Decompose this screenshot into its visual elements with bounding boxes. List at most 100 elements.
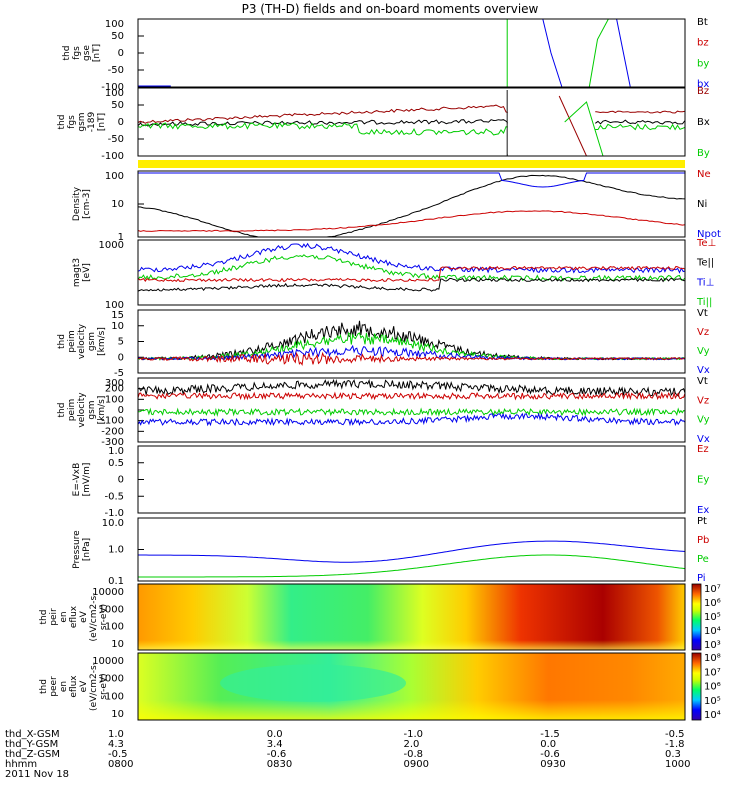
date-label: 2011 Nov 18: [5, 769, 69, 780]
panel-fgs_gse-legend-0: Bt: [697, 17, 708, 28]
xaxis-value-0-0: 1.0: [108, 729, 124, 740]
panel-density-ylabel-0: Density: [72, 186, 82, 221]
panel-peer_spec-ylabel-6: sr-eV): [99, 673, 109, 699]
panel-fgs_gse-legend-1: bz: [697, 38, 709, 49]
panel-peim_velocity-legend-2: Vy: [697, 346, 710, 357]
temp-te-par-line: [137, 277, 686, 292]
panel-pressure-legend-2: Pe: [697, 554, 709, 565]
panel-fgs_gsm-ylabel-4: [nT]: [97, 113, 107, 131]
panel-peer_spec-colorbar-tick-4: 10⁴: [704, 710, 721, 721]
panel-pressure-legend-3: Pi: [697, 573, 706, 584]
panel-fgs_gsm-ylabel-3: -189: [87, 112, 97, 133]
pressure-pe-line: [138, 554, 686, 578]
panel-fgs_gsm-ylabel-1: fgs: [67, 115, 77, 129]
panel-fgs_gsm-ytick-4: -100: [101, 151, 124, 162]
panel-peim_velocity-ytick-4: -5: [114, 368, 124, 379]
panel-peir_spec-frame: [137, 583, 686, 651]
panel-peir_spec-ytick-1: 1000: [99, 604, 124, 615]
panel-efield-ylabel-1: [mV/m]: [82, 463, 92, 497]
panel-fgs_gsm-ytick-0: 100: [105, 88, 124, 99]
xaxis-row-label-0: thd_X-GSM: [5, 729, 60, 740]
panel-fgs_gse-ytick-3: -50: [108, 65, 124, 76]
panel-peim_velocity_2-ytick-2: 100: [105, 394, 124, 405]
panel-pressure-legend-1: Pb: [697, 535, 709, 546]
panel-fgs_gse-ytick-2: 0: [118, 48, 124, 59]
panel-efield-legend-2: Ex: [697, 505, 709, 516]
panel-pressure-frame: [137, 517, 686, 582]
panel-peim_velocity_2-legend-2: Vy: [697, 415, 710, 426]
panel-density-frame: [137, 170, 686, 238]
panel-peim_velocity-legend-0: Vt: [697, 308, 708, 319]
panel-temperature-ylabel-1: [eV]: [82, 263, 92, 282]
panel-peim_velocity-ylabel-2: velocity: [77, 323, 87, 359]
temp-ti-perp-line: [137, 242, 686, 274]
panel-peir_spec-ylabel-0: thd: [39, 610, 49, 625]
panel-peer_spec-ytick-1: 1000: [99, 674, 124, 685]
fgs-gsm-bz-line: [137, 104, 686, 124]
panel-peir_spec: thd peir en eflux eV (eV/cm2-s-sr-eV) 10000 100…: [39, 583, 721, 651]
density-npot-line: [138, 172, 685, 188]
xaxis-value-0-2: -1.0: [404, 729, 424, 740]
panel-fgs_gsm-legend-2: By: [697, 148, 710, 159]
xaxis-value-3-3: 0930: [540, 759, 565, 770]
panel-peer_spec: thd peer en eflux eV (eV/cm2-s-sr-eV) 10000 100…: [39, 652, 721, 721]
figure-title: P3 (TH-D) fields and on-board moments ov…: [242, 2, 539, 16]
panel-peer_spec-spectrogram-overlay: [138, 653, 685, 720]
fgs-gsm-bz-jump: [558, 95, 587, 157]
panel-peir_spec-ylabel-2: en: [59, 611, 69, 622]
panel-peer_spec-ytick-0: 10000: [92, 656, 124, 667]
panel-peim_velocity_2-ylabel-0: thd: [57, 403, 67, 418]
panel-peir_spec-ylabel-3: eflux: [69, 605, 79, 628]
vel2-vx-line: [137, 412, 686, 427]
panel-peer_spec-colorbar: [691, 652, 702, 721]
xaxis-value-3-2: 0900: [404, 759, 429, 770]
panel-peer_spec-ytick-2: 100: [105, 691, 124, 702]
panel-pressure-ylabel-0: Pressure: [72, 530, 82, 569]
panel-temperature-ytick-1: 100: [105, 300, 124, 311]
panel-peim_velocity_2-ytick-1: 200: [105, 384, 124, 395]
panel-peer_spec-colorbar-tick-2: 10⁶: [704, 682, 721, 693]
pressure-pi-line: [138, 540, 686, 563]
panel-temperature-legend-3: Ti||: [696, 297, 712, 308]
fgs-gse-bx-line: [542, 18, 563, 88]
xaxis-value-2-0: -0.5: [108, 749, 128, 760]
panel-pressure-ytick-1: 1.0: [108, 545, 124, 556]
panel-fgs_gse-ytick-1: 50: [111, 31, 124, 42]
panel-fgs_gse-ylabel-1: fgs: [72, 46, 82, 60]
mode-bar: [138, 160, 685, 168]
panel-peim_velocity_2-ylabel-4: [km/s]: [97, 396, 107, 425]
panel-peer_spec-ylabel-3: eflux: [69, 675, 79, 698]
panel-peim_velocity-ytick-1: 10: [111, 321, 124, 332]
panel-peim_velocity_2-legend-1: Vz: [697, 395, 709, 406]
panel-pressure: Pressure [nPa] 10.0 1.0 0.1 Pt Pb Pe Pi: [72, 516, 709, 587]
vel2-vt-line: [137, 378, 686, 397]
panel-fgs_gsm-ytick-1: 50: [111, 100, 124, 111]
panel-efield-ytick-4: -1.0: [104, 508, 124, 519]
panel-peir_spec-ytick-0: 10000: [92, 587, 124, 598]
panel-efield-ytick-2: 0: [118, 475, 124, 486]
vel-vz-line: [138, 351, 686, 367]
panel-peim_velocity-legend-3: Vx: [697, 365, 710, 376]
panel-temperature-ytick-0: 1000: [99, 240, 124, 251]
panel-peim_velocity-ylabel-1: peim: [67, 330, 77, 353]
panel-fgs_gsm-ylabel-0: thd: [57, 115, 67, 130]
panel-temperature-ylabel-0: magt3: [72, 258, 82, 287]
panel-peim_velocity-legend-1: Vz: [697, 327, 709, 338]
panel-peim_velocity-ytick-0: 15: [111, 310, 124, 321]
panel-fgs_gse-ytick-4: -100: [101, 82, 124, 93]
panel-fgs_gse-legend-3: bx: [697, 79, 709, 90]
panel-fgs_gsm-frame: [137, 87, 686, 157]
xaxis-row-label-3: hhmm: [5, 759, 37, 770]
panel-peir_spec-colorbar-tick-4: 10³: [704, 640, 721, 651]
panel-peim_velocity-ylabel-0: thd: [57, 334, 67, 349]
panel-temperature: magt3 [eV] 1000 100 Te⊥ Te|| Ti⊥ Ti||: [72, 238, 716, 311]
fgs-gsm-by-jump: [564, 101, 604, 157]
panel-density-legend-1: Ni: [697, 199, 707, 210]
xaxis-value-2-3: -0.6: [540, 749, 560, 760]
panel-peir_spec-colorbar-tick-1: 10⁶: [704, 598, 721, 609]
panel-peim_velocity_2-ytick-4: -100: [101, 416, 124, 427]
panel-peir_spec-colorbar-tick-2: 10⁵: [704, 612, 721, 623]
